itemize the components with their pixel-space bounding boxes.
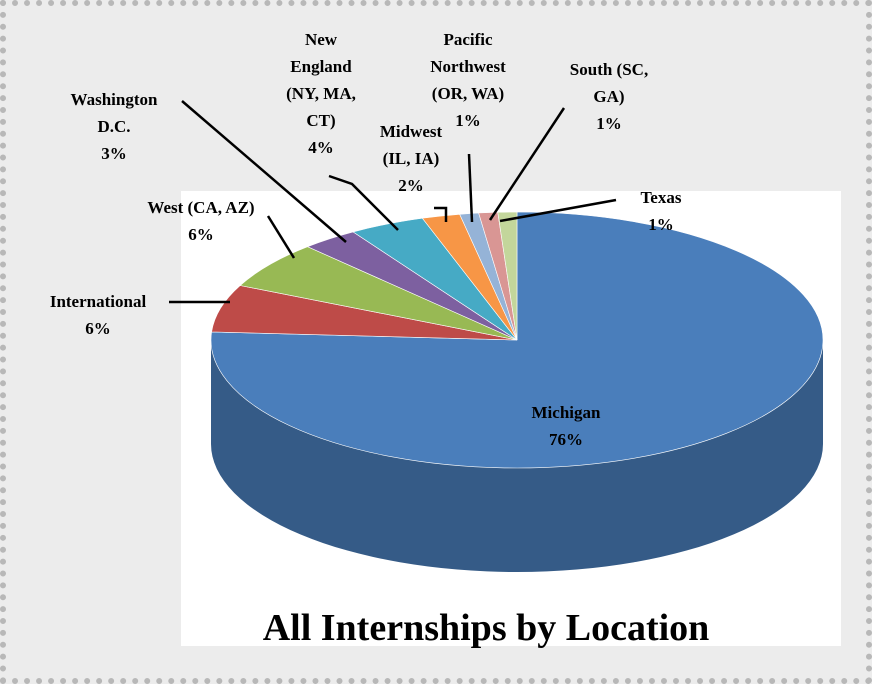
slice-name: South (SC, GA) <box>569 60 649 106</box>
leader-line <box>434 206 448 222</box>
slice-name: Washington D.C. <box>70 90 158 136</box>
slice-value: 1% <box>596 114 622 133</box>
leader-line <box>467 153 474 223</box>
slice-value: 4% <box>308 138 334 157</box>
slice-label: Michigan 76% <box>506 399 626 453</box>
leader-line <box>499 198 617 223</box>
slice-name: Michigan <box>531 403 601 422</box>
slice-name: New England (NY, MA, CT) <box>286 30 356 130</box>
slice-name: Midwest (IL, IA) <box>379 122 443 168</box>
slice-name: Pacific Northwest (OR, WA) <box>430 30 506 103</box>
slice-label: Midwest (IL, IA) 2% <box>366 118 456 199</box>
slice-label: Washington D.C. 3% <box>54 86 174 167</box>
leader-line <box>328 174 399 231</box>
slice <box>497 211 518 341</box>
slice-side <box>211 340 823 572</box>
slice-label: South (SC, GA) 1% <box>559 56 659 137</box>
chart-title: All Internships by Location <box>262 607 710 649</box>
slice-label: International 6% <box>18 288 178 342</box>
slice-label: West (CA, AZ) 6% <box>139 194 264 248</box>
slice-label: Texas 1% <box>621 184 701 238</box>
pie-chart <box>169 100 824 572</box>
slice-value: 1% <box>455 111 481 130</box>
slice-name: West (CA, AZ) <box>147 198 255 217</box>
leader-line <box>181 100 347 243</box>
slice-value: 76% <box>549 430 583 449</box>
slice-value: 6% <box>85 319 111 338</box>
slice-label: Pacific Northwest (OR, WA) 1% <box>413 26 523 134</box>
slice-value: 1% <box>648 215 674 234</box>
slice-name: Texas <box>640 188 682 207</box>
slice-value: 3% <box>101 144 127 163</box>
slice-label: New England (NY, MA, CT) 4% <box>279 26 363 161</box>
slice-value: 6% <box>188 225 214 244</box>
slice-name: International <box>49 292 147 311</box>
leader-line <box>488 107 566 221</box>
slice-value: 2% <box>398 176 424 195</box>
leader-line <box>266 215 296 259</box>
